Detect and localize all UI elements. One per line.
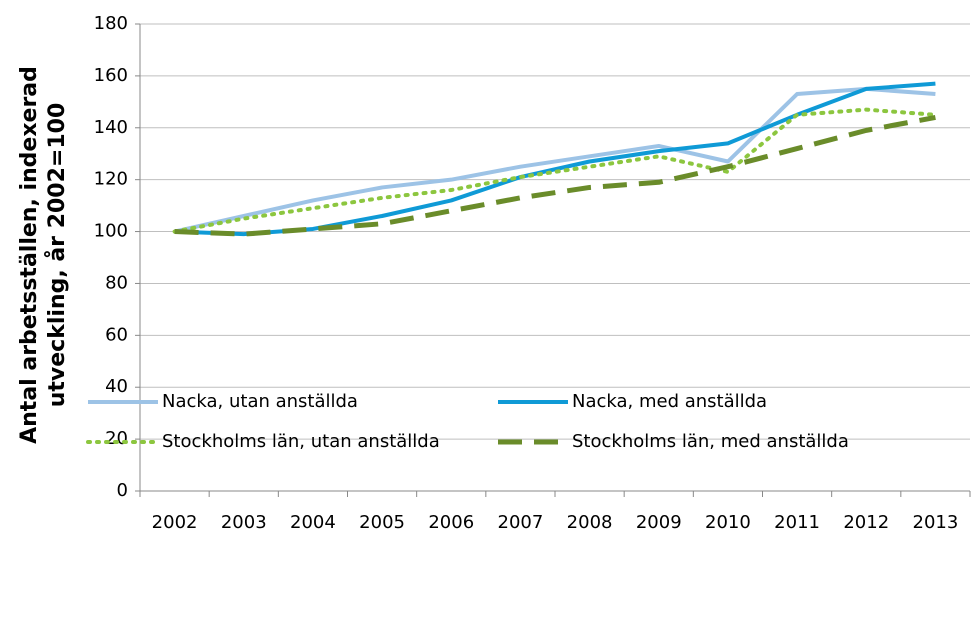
series-line	[174, 114, 936, 237]
y-tick-label: 180	[94, 13, 128, 34]
x-tick-label: 2013	[913, 512, 959, 533]
x-tick-label: 2012	[843, 512, 889, 533]
legend-label: Nacka, utan anställda	[162, 391, 358, 412]
y-tick-label: 80	[105, 272, 128, 293]
y-label-group: Antal arbetsställen, indexerad utvecklin…	[17, 66, 70, 444]
x-tick-label: 2003	[221, 512, 267, 533]
y-tick-label: 40	[105, 376, 128, 397]
x-tick-label: 2007	[498, 512, 544, 533]
x-tick-label: 2005	[359, 512, 405, 533]
legend-label: Stockholms län, med anställda	[572, 431, 849, 452]
series-line	[172, 107, 938, 234]
y-axis-label: Antal arbetsställen, indexerad	[17, 66, 42, 444]
y-tick-label: 0	[117, 480, 128, 501]
x-tick-label: 2002	[152, 512, 198, 533]
y-tick-label: 160	[94, 65, 128, 86]
legend-label: Stockholms län, utan anställda	[162, 431, 440, 452]
x-tick-label: 2004	[290, 512, 336, 533]
legend-label: Nacka, med anställda	[572, 391, 767, 412]
y-tick-label: 140	[94, 117, 128, 138]
x-tick-label: 2010	[705, 512, 751, 533]
x-tick-label: 2008	[567, 512, 613, 533]
x-tick-label: 2011	[774, 512, 820, 533]
series-line	[174, 86, 936, 234]
x-tick-label: 2009	[636, 512, 682, 533]
y-tick-label: 100	[94, 221, 128, 242]
x-tick-label: 2006	[428, 512, 474, 533]
y-axis-label: utveckling, år 2002=100	[44, 103, 70, 408]
y-tick-label: 60	[105, 324, 128, 345]
y-tick-label: 20	[105, 428, 128, 449]
y-tick-label: 120	[94, 169, 128, 190]
